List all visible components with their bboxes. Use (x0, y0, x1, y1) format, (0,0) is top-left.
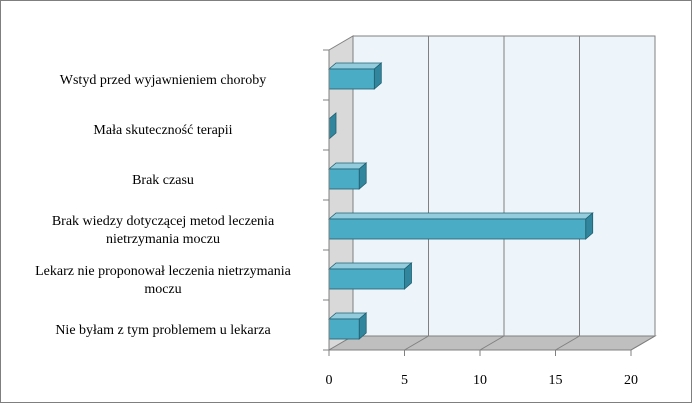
gridline-floor (630, 335, 656, 351)
gridline-floor (404, 335, 429, 351)
x-tick-label: 10 (473, 373, 487, 388)
x-tick-label: 15 (549, 373, 563, 388)
gridline-floor (555, 335, 580, 351)
bar (327, 62, 383, 90)
bar-top-face (327, 212, 594, 220)
x-axis: 0 5 10 15 20 (323, 49, 638, 388)
category-label: Wstyd przed wyjawnieniem choroby (60, 73, 266, 88)
bars (327, 62, 594, 340)
bar-front-face (328, 218, 587, 240)
category-labels: Wstyd przed wyjawnieniem choroby Mała sku… (35, 73, 292, 338)
gridlines (404, 36, 656, 351)
category-label: Lekarz nie proponował leczenia nietrzyma… (35, 264, 292, 279)
x-tick-label: 20 (624, 373, 638, 388)
bar-top-face (327, 62, 383, 70)
bar (327, 162, 368, 190)
category-label: Nie byłam z tym problemem u lekarza (55, 323, 271, 338)
category-label: Brak wiedzy dotyczącej metod leczenia (52, 214, 275, 229)
category-label: Mała skuteczność terapii (93, 123, 232, 138)
bar-front-face (328, 168, 360, 190)
bar (327, 212, 594, 240)
bar-front-face (328, 268, 405, 290)
gridline-floor (479, 335, 505, 351)
x-tick-label: 5 (401, 373, 408, 388)
bar-top-face (327, 262, 413, 270)
category-label: moczu (144, 282, 181, 297)
bar (327, 262, 413, 290)
x-tick-label: 0 (326, 373, 333, 388)
bar-front-face (328, 318, 360, 340)
category-label: nietrzymania moczu (106, 232, 220, 247)
bar-front-face (328, 68, 375, 90)
bar (327, 312, 368, 340)
category-label: Brak czasu (132, 173, 194, 188)
